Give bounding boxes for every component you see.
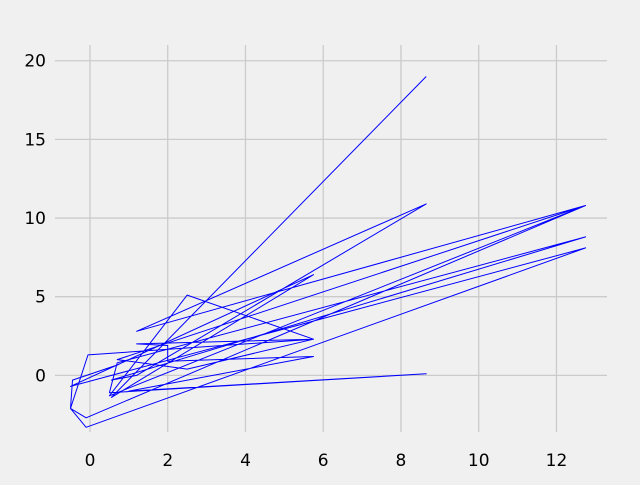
series-line: [70, 76, 587, 428]
x-tick-label: 0: [85, 451, 96, 471]
x-tick-label: 2: [162, 451, 173, 471]
x-tick-label: 4: [240, 451, 251, 471]
x-tick-label: 12: [546, 451, 568, 471]
y-tick-label: 10: [24, 209, 46, 229]
x-tick-label: 6: [318, 451, 329, 471]
y-tick-label: 0: [35, 366, 46, 386]
y-tick-label: 5: [35, 288, 46, 308]
grid-lines: [55, 45, 607, 432]
series-group: [70, 76, 587, 428]
x-axis-tick-labels: 0 2 4 6 8 10 12: [85, 451, 568, 471]
y-tick-label: 20: [24, 52, 46, 72]
y-axis-tick-labels: 0 5 10 15 20: [24, 52, 46, 387]
x-tick-label: 8: [396, 451, 407, 471]
x-tick-label: 10: [468, 451, 490, 471]
y-tick-label: 15: [24, 130, 46, 150]
